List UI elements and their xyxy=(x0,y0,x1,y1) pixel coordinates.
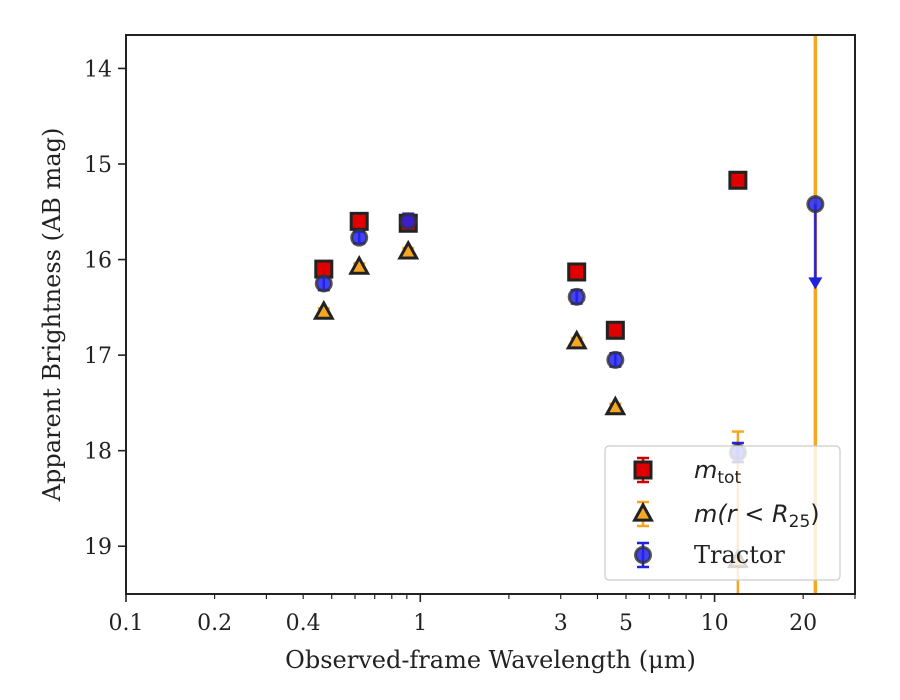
legend: mtot m(r < R25) Tractor xyxy=(604,445,841,581)
m-tot-marker xyxy=(728,170,748,190)
tractor-marker xyxy=(567,287,586,306)
legend-label-tractor: Tractor xyxy=(694,541,785,569)
m-r-r25-marker xyxy=(312,299,335,320)
legend-tractor-marker xyxy=(634,546,652,564)
m-r-r25-marker xyxy=(348,254,371,275)
legend-label-mtot: mtot xyxy=(694,456,741,488)
legend-m-r-r25-marker xyxy=(632,501,654,522)
tractor-marker xyxy=(314,274,333,293)
y-tick-label: 17 xyxy=(84,344,112,369)
data-markers xyxy=(312,170,825,569)
legend-label-m-r-r25: m(r < R25) xyxy=(694,500,820,532)
y-tick-label: 18 xyxy=(84,440,112,465)
tractor-marker xyxy=(806,195,825,214)
x-tick-label: 5 xyxy=(619,611,633,636)
m-tot-marker xyxy=(605,320,625,340)
x-tick-label: 3 xyxy=(554,611,568,636)
x-axis-ticks: 0.1 0.2 0.4 1 3 5 10 20 xyxy=(109,594,856,636)
x-axis-label: Observed-frame Wavelength (μm) xyxy=(285,646,696,674)
y-axis-ticks: 14 15 16 17 18 19 xyxy=(84,57,126,560)
x-tick-label: 0.4 xyxy=(286,611,321,636)
m-r-r25-marker xyxy=(565,329,588,350)
y-tick-label: 16 xyxy=(84,249,112,274)
x-tick-label: 10 xyxy=(701,611,729,636)
y-tick-label: 14 xyxy=(84,57,112,82)
m-tot-marker xyxy=(567,262,587,282)
tractor-marker xyxy=(399,212,418,231)
x-tick-label: 20 xyxy=(789,611,817,636)
tractor-marker xyxy=(350,228,369,247)
legend-box xyxy=(604,445,841,581)
y-tick-label: 19 xyxy=(84,535,112,560)
x-tick-label: 0.1 xyxy=(109,611,144,636)
m-r-r25-marker xyxy=(604,395,627,416)
legend-m-tot-marker xyxy=(633,460,653,480)
plot-frame xyxy=(125,34,856,595)
tractor-upper-limit-arrow xyxy=(808,277,823,290)
m-tot-marker xyxy=(349,211,369,231)
x-tick-label: 0.2 xyxy=(197,611,232,636)
x-tick-label: 1 xyxy=(413,611,427,636)
y-axis-label: Apparent Brightness (AB mag) xyxy=(38,128,66,503)
y-tick-label: 15 xyxy=(84,153,112,178)
m-r-r25-marker xyxy=(397,239,420,260)
tractor-marker xyxy=(606,350,625,369)
